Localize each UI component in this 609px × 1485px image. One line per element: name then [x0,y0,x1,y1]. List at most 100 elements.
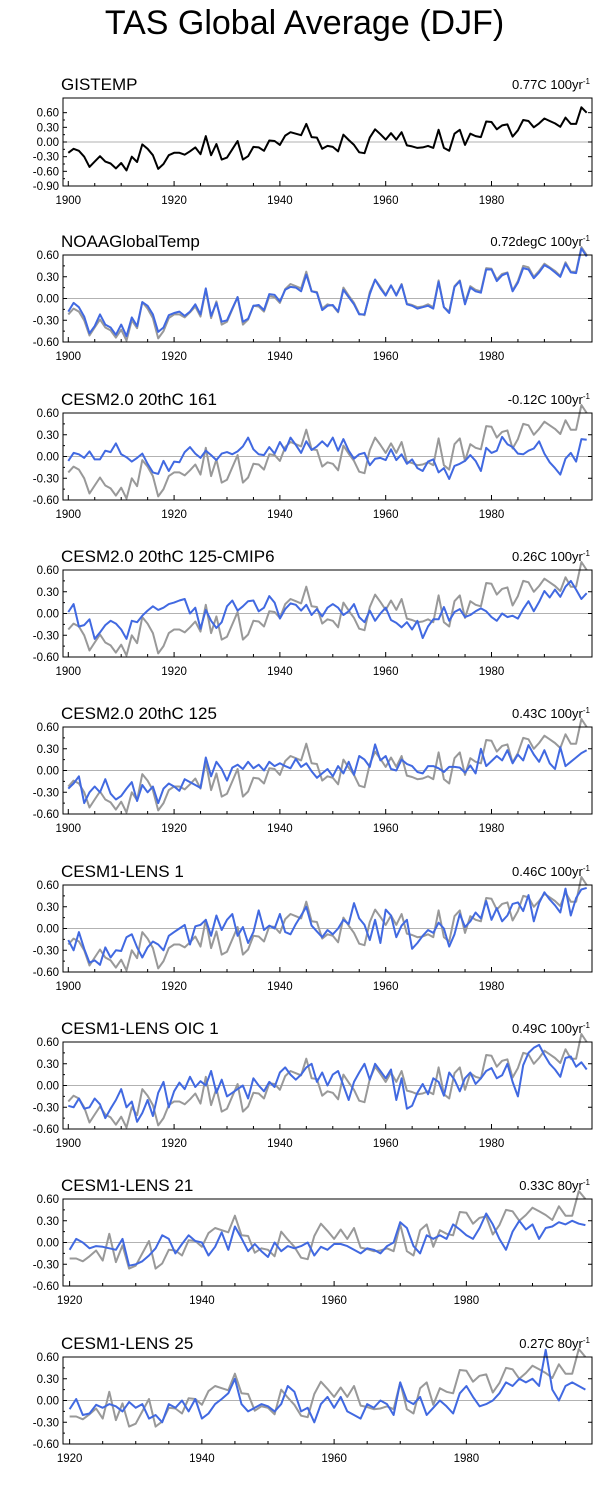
x-tick-label: 1920 [161,823,187,835]
trend-superscript: -1 [583,1021,591,1030]
y-tick-label: 0.60 [37,108,59,120]
y-tick-label: -0.60 [33,166,59,178]
x-tick-label: 1940 [267,823,293,835]
trend-superscript: -1 [583,706,591,715]
y-tick-label: -0.60 [33,652,59,664]
y-tick-label: 0.00 [37,294,59,306]
x-tick-label: 1920 [161,509,187,521]
x-tick-label: 1940 [189,1453,215,1465]
y-tick-label: 0.30 [37,902,59,914]
x-tick-label: 1900 [55,666,81,678]
y-tick-label: -0.60 [33,1124,59,1136]
x-tick-label: 1960 [373,666,399,678]
y-tick-label: 0.30 [37,1374,59,1386]
x-tick-label: 1940 [267,666,293,678]
series-line-model [68,1212,586,1267]
x-tick-label: 1920 [57,1295,83,1307]
x-tick-label: 1940 [267,195,293,207]
x-tick-label: 1900 [55,195,81,207]
x-tick-label: 1980 [479,1138,505,1150]
y-tick-label: -0.30 [33,152,59,164]
trend-superscript: -1 [583,392,591,401]
y-tick-label: -0.30 [33,315,59,327]
y-tick-label: 0.60 [37,408,59,420]
series-line-model [67,247,588,338]
y-tick-label: -0.30 [33,945,59,957]
y-tick-label: 0.60 [37,1037,59,1049]
x-tick-label: 1940 [267,981,293,993]
panel-title: CESM2.0 20thC 125-CMIP6 [61,547,275,566]
trend-superscript: -1 [583,1336,591,1345]
y-tick-label: -0.60 [33,337,59,349]
y-tick-label: 0.30 [37,1059,59,1071]
x-tick-label: 1960 [373,981,399,993]
x-tick-label: 1920 [161,1138,187,1150]
series-line-reference [67,718,588,814]
trend-label: 0.77C 100yr-1 [512,77,590,92]
y-tick-label: 0.30 [37,587,59,599]
y-tick-label: -0.60 [33,809,59,821]
y-tick-label: 0.30 [37,122,59,134]
panel-title: CESM1-LENS 25 [61,1334,193,1353]
y-tick-label: 0.00 [37,924,59,936]
trend-superscript: -1 [583,864,591,873]
y-tick-label: 0.60 [37,1194,59,1206]
trend-superscript: -1 [583,549,591,558]
panel-title: CESM1-LENS OIC 1 [61,1019,219,1038]
trend-label: 0.43C 100yr-1 [512,706,590,721]
y-tick-label: 0.00 [37,1238,59,1250]
x-tick-label: 1960 [373,509,399,521]
x-tick-label: 1960 [373,823,399,835]
x-tick-label: 1900 [55,351,81,363]
y-tick-label: 0.00 [37,452,59,464]
y-tick-label: 0.30 [37,430,59,442]
trend-label: 0.33C 80yr-1 [519,1178,590,1193]
series-line-reference [69,1190,587,1270]
y-tick-label: 0.00 [37,1396,59,1408]
x-tick-label: 1980 [479,195,505,207]
y-tick-label: 0.60 [37,722,59,734]
x-tick-label: 1920 [161,981,187,993]
x-tick-label: 1920 [161,195,187,207]
x-tick-label: 1900 [55,981,81,993]
x-tick-label: 1960 [321,1453,347,1465]
x-tick-label: 1980 [479,823,505,835]
y-tick-label: 0.60 [37,1352,59,1364]
series-line-reference [67,1033,588,1129]
x-tick-label: 1960 [373,1138,399,1150]
x-tick-label: 1980 [479,351,505,363]
y-tick-label: 0.00 [37,137,59,149]
series-line-model [67,886,587,966]
x-tick-label: 1920 [57,1453,83,1465]
x-tick-label: 1920 [161,351,187,363]
y-tick-label: -0.60 [33,1281,59,1293]
y-tick-label: 0.30 [37,744,59,756]
series-line-model [68,1043,588,1123]
panel-title: CESM2.0 20thC 125 [61,704,217,723]
y-tick-label: 0.30 [37,1216,59,1228]
trend-label: 0.26C 100yr-1 [512,549,590,564]
y-tick-label: 0.00 [37,609,59,621]
series-line-reference [69,1348,587,1428]
x-tick-label: 1980 [454,1453,480,1465]
y-tick-label: -0.30 [33,787,59,799]
y-tick-label: -0.60 [33,967,59,979]
x-tick-label: 1960 [373,195,399,207]
series-line-model [67,579,588,640]
x-tick-label: 1940 [267,1138,293,1150]
x-tick-label: 1900 [55,1138,81,1150]
y-tick-label: 0.60 [37,565,59,577]
y-tick-label: -0.30 [33,1417,59,1429]
x-tick-label: 1980 [479,666,505,678]
trend-label: 0.27C 80yr-1 [519,1336,590,1351]
x-tick-label: 1920 [161,666,187,678]
trend-superscript: -1 [583,77,591,86]
y-tick-label: -0.30 [33,473,59,485]
series-line-reference [67,246,588,342]
trend-label: 0.46C 100yr-1 [512,864,590,879]
x-tick-label: 1940 [267,351,293,363]
series-line-reference [67,876,588,972]
panel-title: GISTEMP [61,75,138,94]
trend-superscript: -1 [583,234,591,243]
x-tick-label: 1960 [373,351,399,363]
